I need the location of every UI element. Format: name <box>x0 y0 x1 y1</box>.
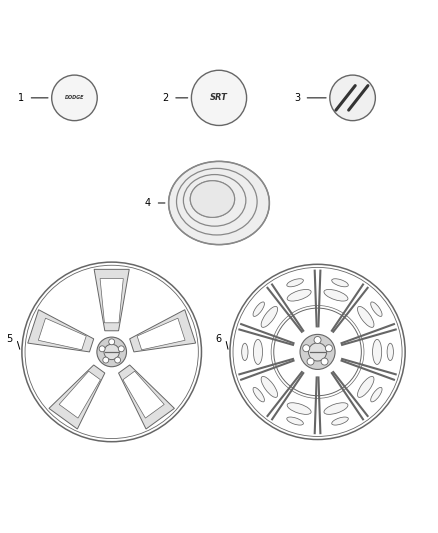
Ellipse shape <box>324 289 348 301</box>
Ellipse shape <box>169 161 269 245</box>
Polygon shape <box>28 310 94 352</box>
Polygon shape <box>94 269 129 331</box>
Polygon shape <box>123 371 164 418</box>
Circle shape <box>321 358 328 365</box>
Circle shape <box>325 345 332 352</box>
Polygon shape <box>100 279 124 323</box>
Ellipse shape <box>253 387 265 402</box>
Circle shape <box>118 346 124 352</box>
Circle shape <box>303 345 310 352</box>
Ellipse shape <box>242 343 248 361</box>
Circle shape <box>330 75 375 120</box>
Ellipse shape <box>324 403 348 414</box>
Text: 4: 4 <box>145 198 151 208</box>
Ellipse shape <box>261 306 278 327</box>
Text: DODGE: DODGE <box>65 95 84 100</box>
Circle shape <box>104 344 120 360</box>
Circle shape <box>99 346 105 352</box>
Text: 5: 5 <box>6 334 12 344</box>
Text: 6: 6 <box>215 334 221 344</box>
Ellipse shape <box>357 306 374 327</box>
Text: 1: 1 <box>18 93 24 103</box>
Ellipse shape <box>190 181 235 217</box>
Ellipse shape <box>371 302 382 317</box>
Circle shape <box>314 336 321 343</box>
Ellipse shape <box>287 403 311 414</box>
Circle shape <box>97 337 127 367</box>
Circle shape <box>230 264 405 440</box>
Ellipse shape <box>371 387 382 402</box>
Ellipse shape <box>332 417 348 425</box>
Ellipse shape <box>373 340 381 365</box>
Ellipse shape <box>287 289 311 301</box>
Polygon shape <box>59 371 100 418</box>
Ellipse shape <box>287 417 304 425</box>
Circle shape <box>22 262 201 442</box>
Text: SRT: SRT <box>210 93 228 102</box>
Circle shape <box>308 343 327 361</box>
Ellipse shape <box>332 279 348 287</box>
Polygon shape <box>130 310 196 352</box>
Circle shape <box>307 358 314 365</box>
Text: 2: 2 <box>162 93 169 103</box>
Circle shape <box>300 334 335 369</box>
Circle shape <box>52 75 97 120</box>
Ellipse shape <box>357 376 374 398</box>
Ellipse shape <box>253 302 265 317</box>
Circle shape <box>115 357 120 363</box>
Ellipse shape <box>387 343 393 361</box>
Polygon shape <box>39 318 86 350</box>
Polygon shape <box>137 318 185 350</box>
Polygon shape <box>119 365 174 429</box>
Circle shape <box>109 339 115 345</box>
Polygon shape <box>49 365 105 429</box>
Circle shape <box>103 357 109 363</box>
Text: 3: 3 <box>294 93 300 103</box>
Ellipse shape <box>261 376 278 398</box>
Ellipse shape <box>287 279 304 287</box>
Circle shape <box>191 70 247 125</box>
Ellipse shape <box>254 340 262 365</box>
